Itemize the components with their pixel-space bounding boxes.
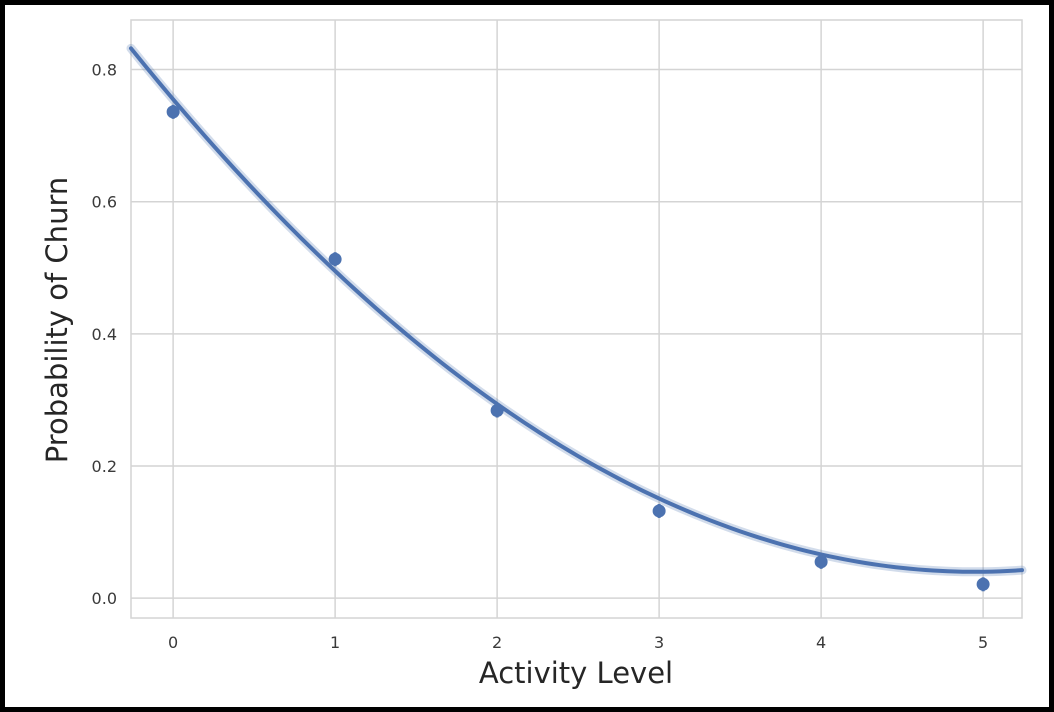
points-layer: [166, 104, 990, 592]
fit-layer: [126, 43, 1027, 577]
fit-confidence-band: [126, 43, 1027, 577]
y-tick-label: 0.8: [92, 61, 117, 80]
data-point: [814, 555, 828, 569]
data-point: [976, 577, 990, 591]
y-tick-label: 0.0: [92, 589, 117, 608]
data-point: [166, 105, 180, 119]
grid: [131, 20, 1022, 618]
y-tick-label: 0.2: [92, 457, 117, 476]
plot-border: [130, 19, 1023, 619]
x-tick-label: 4: [816, 633, 826, 652]
y-tick-label: 0.6: [92, 193, 117, 212]
x-tick-label: 2: [492, 633, 502, 652]
data-point: [328, 252, 342, 266]
x-tick-label: 1: [330, 633, 340, 652]
x-tick-label: 5: [978, 633, 988, 652]
y-tick-label: 0.4: [92, 325, 117, 344]
x-tick-label: 3: [654, 633, 664, 652]
x-tick-labels: 0 1 2 3 4 5: [168, 633, 988, 652]
data-point: [652, 504, 666, 518]
x-tick-label: 0: [168, 633, 178, 652]
y-axis-label: Probability of Churn: [40, 177, 74, 464]
fit-line: [129, 46, 1024, 574]
data-point: [490, 404, 504, 418]
x-axis-label: Activity Level: [479, 656, 673, 690]
y-tick-labels: 0.0 0.2 0.4 0.6 0.8: [92, 61, 117, 609]
